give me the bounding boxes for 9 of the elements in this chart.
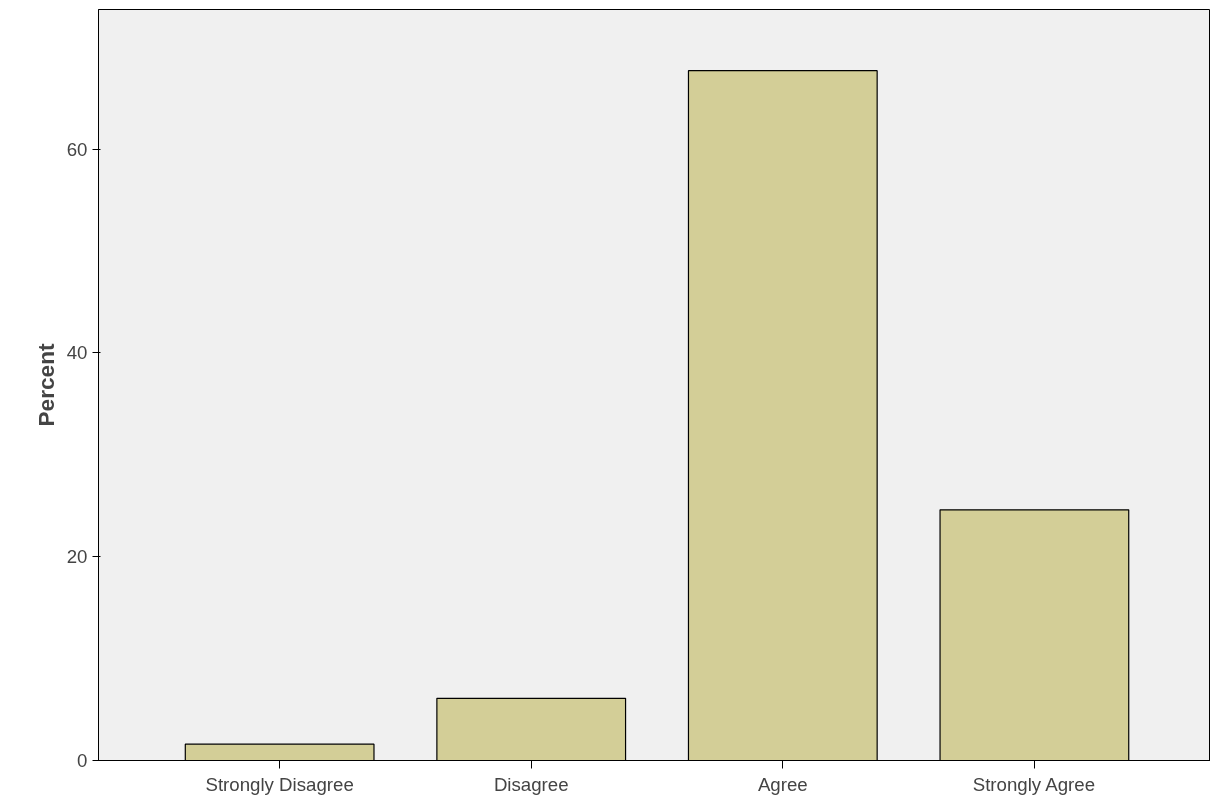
y-tick-label: 60	[66, 138, 88, 160]
y-axis-title: Percent	[32, 342, 59, 427]
x-tick-label: Strongly Agree	[972, 773, 1096, 795]
y-tick-label: 0	[77, 750, 88, 771]
x-tick-label: Agree	[757, 773, 808, 795]
y-tick-label: 40	[66, 342, 88, 364]
y-tick-label: 20	[66, 546, 88, 568]
x-tick-label: Strongly Disagree	[205, 773, 354, 795]
x-tick-label: Disagree	[493, 773, 569, 795]
